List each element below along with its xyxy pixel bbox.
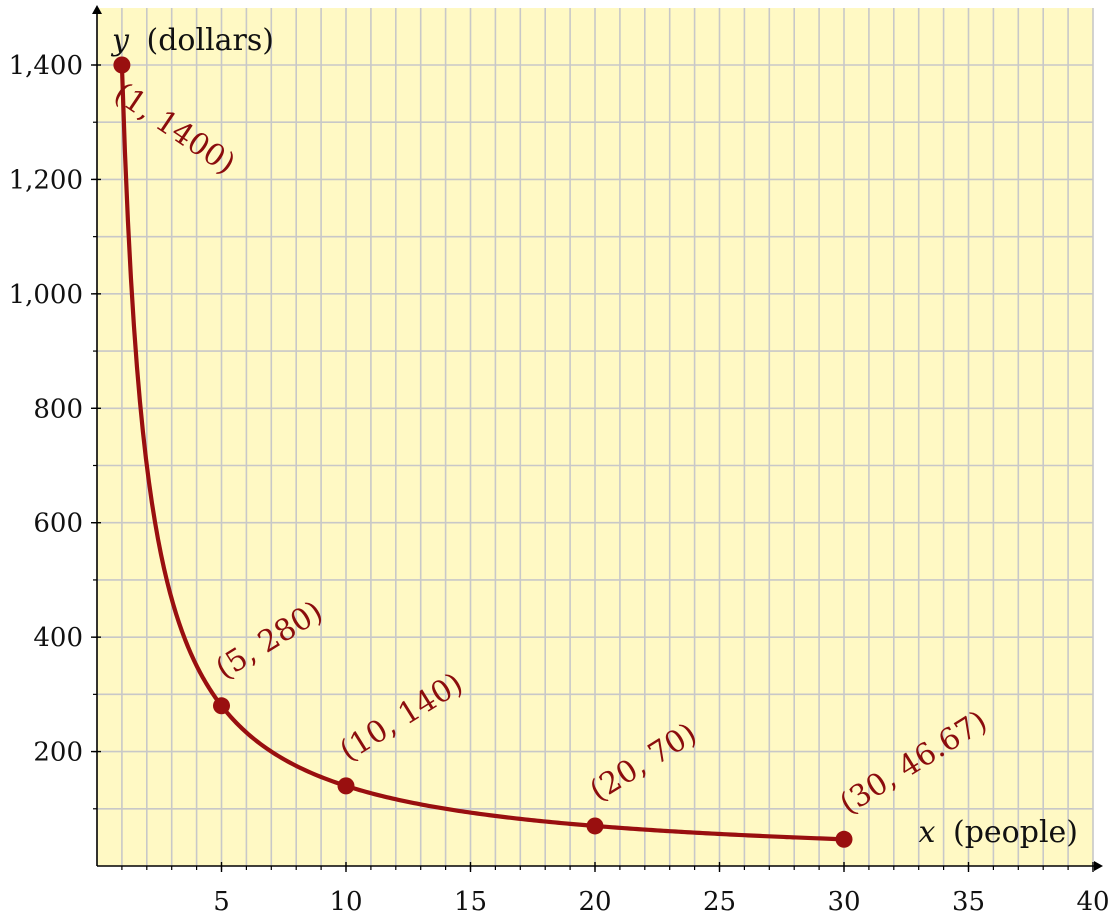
x-axis-label: x (people)	[919, 815, 1078, 850]
ticks: 5 10 15 20 25 30 35 40 200 400 600 800 1,000 1,200 1,4…	[9, 51, 1110, 917]
y-tick-label: 1,200	[9, 165, 83, 195]
x-tick-label: 20	[578, 887, 611, 917]
x-tick-label: 15	[454, 887, 487, 917]
y-axis-arrow	[92, 5, 102, 14]
x-axis-variable: x	[919, 815, 936, 850]
x-tick-label: 30	[827, 887, 860, 917]
x-tick-label: 40	[1076, 887, 1109, 917]
grid	[97, 8, 1094, 866]
x-axis-unit: (people)	[953, 815, 1078, 850]
y-tick-label: 1,400	[9, 51, 83, 81]
data-point	[835, 830, 853, 848]
y-tick-label: 1,000	[9, 280, 83, 310]
y-tick-label: 200	[33, 738, 83, 768]
data-points	[113, 56, 853, 848]
y-axis-unit: (dollars)	[147, 23, 275, 58]
x-axis-arrow	[1094, 861, 1103, 871]
y-tick-label: 800	[33, 394, 83, 424]
x-tick-label: 35	[952, 887, 985, 917]
data-point	[113, 56, 131, 74]
y-axis-variable: y	[110, 23, 130, 58]
data-point	[213, 697, 230, 715]
y-tick-label: 400	[33, 623, 83, 653]
series-line	[119, 64, 845, 842]
axes	[92, 5, 1103, 871]
data-point	[586, 817, 604, 835]
y-tick-label: 600	[33, 509, 83, 539]
y-axis-label: y (dollars)	[110, 23, 274, 58]
data-point	[337, 777, 355, 795]
x-tick-label: 10	[329, 887, 362, 917]
x-tick-label: 25	[703, 887, 736, 917]
x-tick-label: 5	[213, 887, 230, 917]
